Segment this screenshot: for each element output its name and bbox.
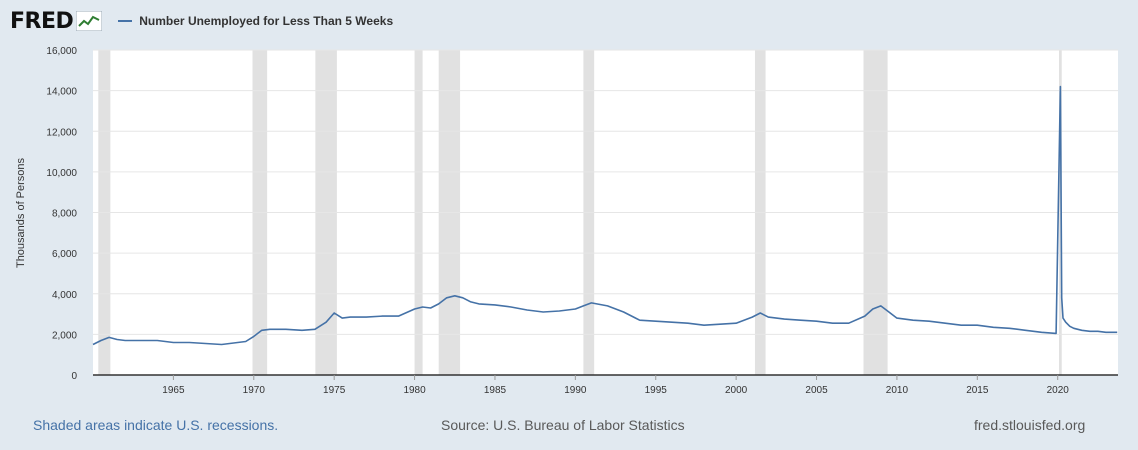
y-tick-label: 12,000 <box>46 127 77 138</box>
gridlines <box>93 49 1118 335</box>
x-tick-label: 2015 <box>966 385 989 396</box>
line-chart: 0 2,000 4,000 6,000 8,000 10,000 12,000 14,000 1… <box>15 46 1118 396</box>
fred-logo[interactable]: FRED <box>10 8 74 34</box>
x-tick-label: 1985 <box>484 385 507 396</box>
x-tick-label: 1980 <box>403 385 426 396</box>
y-tick-label: 0 <box>71 371 77 382</box>
x-tick-label: 1990 <box>564 385 587 396</box>
x-tick-label: 2020 <box>1047 385 1070 396</box>
y-tick-label: 2,000 <box>52 330 77 341</box>
x-axis-ticks: 1965 1970 1975 1980 1985 1990 1995 2000 2005 2010… <box>93 374 1118 396</box>
x-tick-label: 1995 <box>645 385 668 396</box>
y-tick-label: 14,000 <box>46 87 77 98</box>
y-tick-label: 6,000 <box>52 249 77 260</box>
chart-header: FRED Number Unemployed for Less Than 5 W… <box>10 8 393 34</box>
recessions-note-link[interactable]: Shaded areas indicate U.S. recessions. <box>33 417 279 433</box>
x-tick-label: 2005 <box>805 385 828 396</box>
x-tick-label: 2010 <box>886 385 909 396</box>
fred-graph-icon <box>76 11 103 31</box>
y-axis-title: Thousands of Persons <box>15 157 27 268</box>
x-tick-label: 1970 <box>243 385 266 396</box>
x-tick-label: 1965 <box>162 385 185 396</box>
y-tick-label: 8,000 <box>52 209 77 220</box>
series-group <box>92 85 1118 346</box>
y-tick-label: 4,000 <box>52 290 77 301</box>
site-link[interactable]: fred.stlouisfed.org <box>974 417 1086 433</box>
y-tick-label: 10,000 <box>46 168 77 179</box>
legend-series-label: Number Unemployed for Less Than 5 Weeks <box>139 14 394 28</box>
x-tick-label: 2000 <box>725 385 748 396</box>
source-note: Source: U.S. Bureau of Labor Statistics <box>441 417 685 433</box>
series-line <box>92 85 1118 346</box>
y-axis-ticks: 0 2,000 4,000 6,000 8,000 10,000 12,000 14,000 1… <box>46 46 77 382</box>
x-tick-label: 1975 <box>323 385 346 396</box>
y-tick-label: 16,000 <box>46 46 77 57</box>
legend-line-swatch <box>118 20 133 22</box>
